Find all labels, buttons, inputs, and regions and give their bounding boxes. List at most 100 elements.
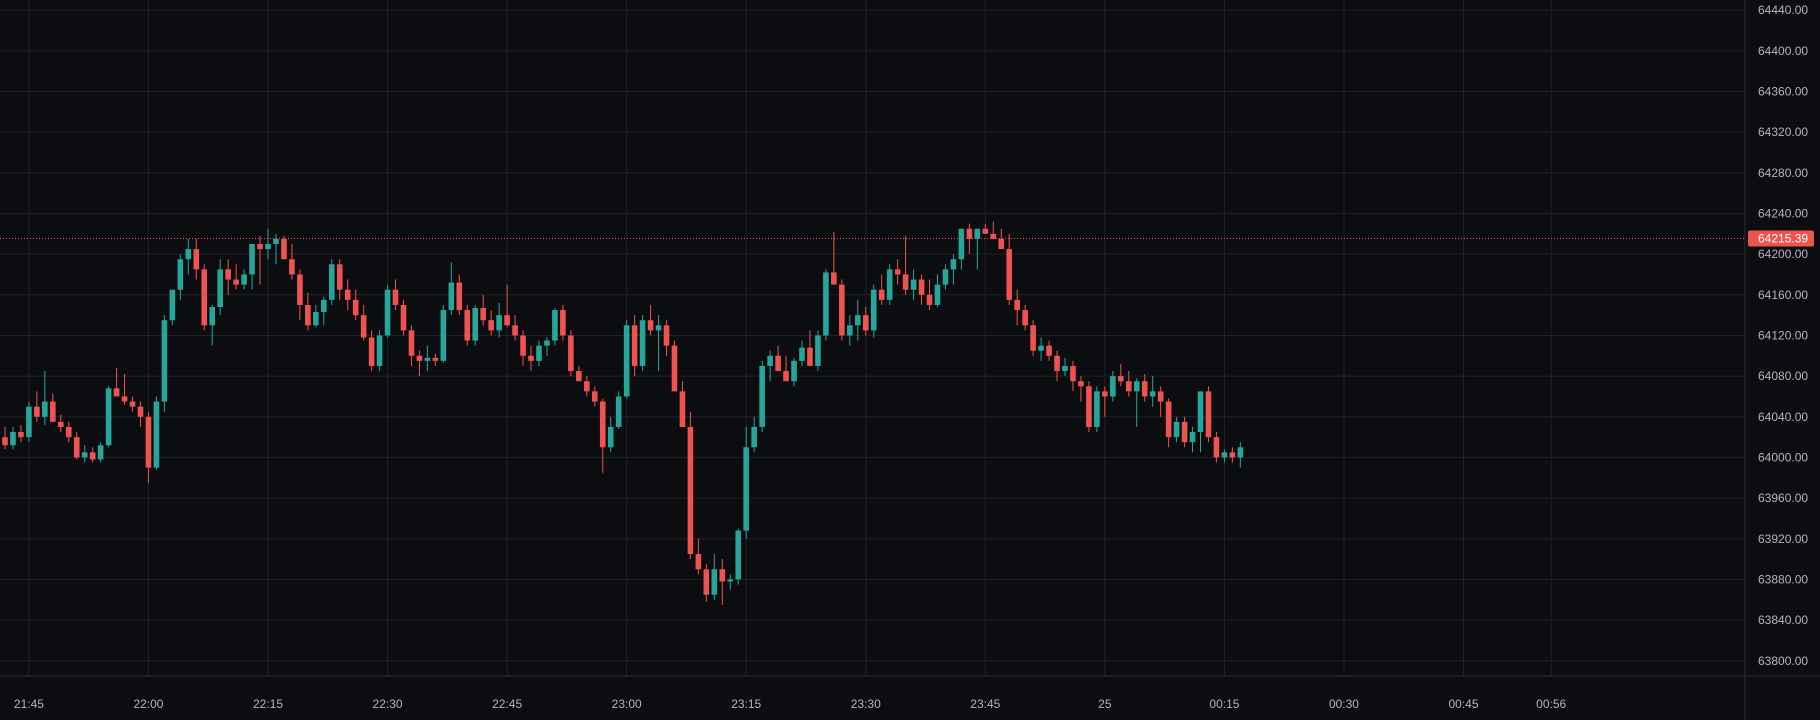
candle-bullish — [376, 330, 383, 372]
candle-bearish — [831, 231, 837, 285]
candle-bearish — [289, 243, 295, 280]
candle-bullish — [273, 233, 279, 265]
candle-bearish — [57, 414, 64, 433]
candle-body — [392, 289, 399, 305]
candle-bullish — [265, 228, 271, 260]
candle-bullish — [815, 330, 821, 372]
candle-body — [456, 282, 463, 311]
candle-body — [1062, 365, 1068, 372]
candle-body — [273, 238, 279, 244]
candle-body — [870, 289, 877, 331]
candle-bullish — [791, 357, 797, 387]
candle-body — [336, 264, 343, 290]
candle-bearish — [193, 238, 200, 280]
candle-bullish — [552, 308, 558, 346]
time-tick-label: 00:15 — [1209, 697, 1239, 711]
candle-body — [1022, 310, 1028, 326]
candle-bearish — [998, 228, 1005, 250]
candle-bullish — [440, 304, 447, 363]
candle-bullish — [615, 391, 622, 429]
candle-bullish — [1189, 426, 1196, 453]
price-axis[interactable]: 64440.00 64400.00 64360.00 64320.00 64280.00… — [1758, 3, 1808, 668]
candle-bearish — [480, 294, 486, 326]
candle-body — [847, 325, 853, 336]
candle-body — [209, 306, 216, 326]
current-price-tag-background — [1748, 230, 1814, 247]
candle-bullish — [169, 289, 176, 326]
candle-bearish — [18, 424, 24, 443]
candle-body — [297, 274, 303, 305]
candle-bullish — [1110, 371, 1116, 402]
candle-bearish — [281, 235, 287, 260]
candle-body — [496, 315, 502, 331]
candle-body — [894, 269, 901, 275]
candle-bearish — [862, 306, 869, 336]
candle-bullish — [870, 284, 877, 338]
price-tick-label: 64160.00 — [1758, 288, 1808, 302]
candle-body — [727, 579, 734, 582]
candle-body — [137, 406, 144, 417]
candle-body — [631, 325, 638, 366]
candle-bearish — [775, 345, 781, 372]
candle-bullish — [448, 262, 455, 316]
candle-body — [464, 310, 471, 341]
candle-body — [950, 259, 957, 270]
candle-body — [344, 289, 351, 300]
candle-body — [161, 320, 168, 402]
candle-bearish — [137, 401, 144, 427]
candle-body — [512, 325, 518, 336]
candle-bearish — [344, 279, 351, 311]
candle-bearish — [1181, 416, 1188, 448]
candle-body — [1189, 432, 1196, 443]
candle-bullish — [1062, 357, 1068, 377]
candle-body — [121, 396, 128, 402]
candles — [2, 221, 1244, 605]
candle-body — [1205, 391, 1212, 438]
candle-body — [2, 437, 8, 446]
candle-bearish — [839, 279, 845, 341]
current-price-label: 64215.39 — [1758, 231, 1808, 245]
candle-bullish — [751, 416, 757, 453]
candle-bearish — [1102, 386, 1108, 417]
price-tick-label: 64120.00 — [1758, 328, 1808, 342]
candle-bullish — [1133, 378, 1140, 427]
candle-bullish — [950, 254, 957, 285]
candle-body — [1133, 381, 1140, 392]
candle-body — [990, 233, 997, 239]
candle-bearish — [504, 284, 510, 328]
candle-bearish — [113, 367, 120, 397]
candle-body — [480, 308, 486, 321]
time-tick-label: 00:30 — [1329, 697, 1359, 711]
candle-bearish — [416, 350, 423, 377]
time-tick-label: 23:00 — [612, 697, 642, 711]
candle-body — [759, 365, 765, 427]
candle-bullish — [854, 299, 861, 341]
candle-bearish — [1213, 432, 1220, 463]
candle-bullish — [42, 371, 48, 425]
candle-bullish — [153, 396, 160, 470]
candle-body — [1213, 437, 1220, 458]
candle-bullish — [958, 228, 965, 270]
candle-bearish — [297, 269, 303, 321]
candle-bearish — [225, 259, 231, 295]
time-axis[interactable]: 21:45 22:00 22:15 22:30 22:45 23:00 23:15 23:30… — [14, 697, 1567, 711]
candle-body — [1054, 355, 1060, 372]
candle-body — [591, 391, 598, 402]
time-tick-label: 23:15 — [731, 697, 761, 711]
candle-body — [145, 416, 152, 468]
candle-body — [225, 269, 231, 280]
candle-body — [679, 391, 686, 427]
candle-body — [328, 264, 335, 300]
candle-body — [472, 308, 479, 341]
candle-bearish — [1118, 363, 1124, 387]
candle-body — [105, 388, 112, 446]
candle-body — [241, 274, 247, 285]
candle-bullish — [743, 426, 750, 539]
candle-body — [1221, 452, 1228, 458]
candle-bearish — [336, 259, 343, 300]
candle-bullish — [328, 259, 335, 305]
candle-body — [823, 272, 829, 336]
candle-bullish — [623, 320, 630, 399]
